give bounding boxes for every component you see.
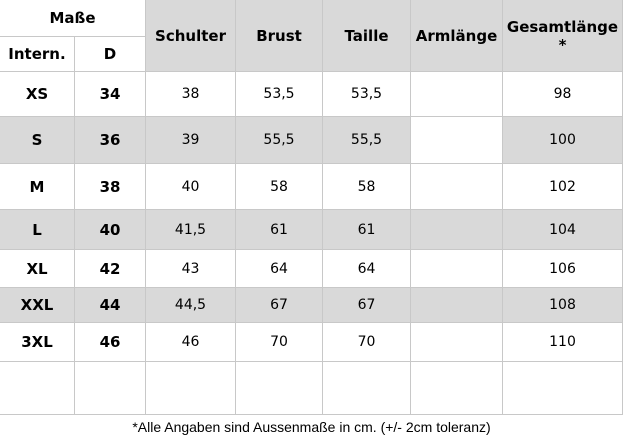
d-header: D xyxy=(75,37,146,72)
size-d: 46 xyxy=(75,323,146,362)
value-cell: 106 xyxy=(503,250,623,288)
value-cell: 53,5 xyxy=(236,72,323,117)
size-d: 44 xyxy=(75,288,146,323)
value-cell: 102 xyxy=(503,164,623,210)
intern-header: Intern. xyxy=(0,37,75,72)
empty-cell xyxy=(411,117,503,164)
value-cell: 39 xyxy=(146,117,236,164)
value-cell: 98 xyxy=(503,72,623,117)
value-cell: 64 xyxy=(323,250,411,288)
column-header: Schulter xyxy=(146,0,236,72)
value-cell: 55,5 xyxy=(236,117,323,164)
value-cell: 67 xyxy=(323,288,411,323)
value-cell: 70 xyxy=(236,323,323,362)
empty-cell xyxy=(411,164,503,210)
value-cell: 61 xyxy=(236,210,323,250)
empty-cell xyxy=(0,362,75,415)
size-intern: M xyxy=(0,164,75,210)
value-cell: 108 xyxy=(503,288,623,323)
empty-cell xyxy=(146,362,236,415)
column-header: Brust xyxy=(236,0,323,72)
empty-cell xyxy=(411,323,503,362)
value-cell: 38 xyxy=(146,72,236,117)
empty-cell xyxy=(411,72,503,117)
empty-cell xyxy=(323,362,411,415)
value-cell: 70 xyxy=(323,323,411,362)
value-cell: 55,5 xyxy=(323,117,411,164)
size-intern: S xyxy=(0,117,75,164)
empty-cell xyxy=(411,210,503,250)
size-intern: 3XL xyxy=(0,323,75,362)
size-intern: XXL xyxy=(0,288,75,323)
value-cell: 58 xyxy=(236,164,323,210)
value-cell: 104 xyxy=(503,210,623,250)
size-intern: XL xyxy=(0,250,75,288)
size-d: 36 xyxy=(75,117,146,164)
group-header: Maße xyxy=(0,0,146,37)
value-cell: 61 xyxy=(323,210,411,250)
column-header: Gesamtlänge * xyxy=(503,0,623,72)
empty-cell xyxy=(503,362,623,415)
value-cell: 46 xyxy=(146,323,236,362)
value-cell: 53,5 xyxy=(323,72,411,117)
value-cell: 110 xyxy=(503,323,623,362)
size-d: 42 xyxy=(75,250,146,288)
empty-cell xyxy=(411,362,503,415)
value-cell: 43 xyxy=(146,250,236,288)
value-cell: 67 xyxy=(236,288,323,323)
size-intern: L xyxy=(0,210,75,250)
size-intern: XS xyxy=(0,72,75,117)
value-cell: 64 xyxy=(236,250,323,288)
empty-cell xyxy=(411,288,503,323)
value-cell: 40 xyxy=(146,164,236,210)
footnote: *Alle Angaben sind Aussenmaße in cm. (+/… xyxy=(132,418,491,435)
size-d: 34 xyxy=(75,72,146,117)
value-cell: 44,5 xyxy=(146,288,236,323)
column-header: Armlänge xyxy=(411,0,503,72)
empty-cell xyxy=(236,362,323,415)
size-d: 40 xyxy=(75,210,146,250)
empty-cell xyxy=(411,250,503,288)
value-cell: 100 xyxy=(503,117,623,164)
value-cell: 58 xyxy=(323,164,411,210)
value-cell: 41,5 xyxy=(146,210,236,250)
empty-cell xyxy=(75,362,146,415)
column-header: Taille xyxy=(323,0,411,72)
size-d: 38 xyxy=(75,164,146,210)
